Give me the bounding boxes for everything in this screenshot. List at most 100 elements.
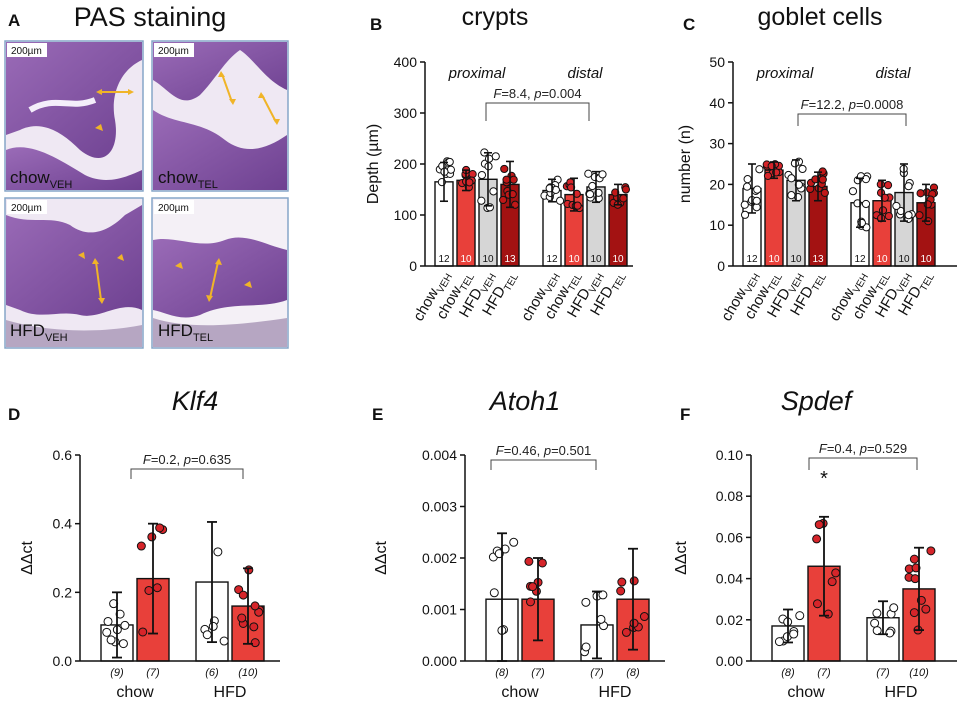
data-point bbox=[848, 187, 858, 196]
y-tick-label: 400 bbox=[394, 54, 418, 70]
panel-a-letter: A bbox=[8, 11, 20, 30]
group-label-distal: distal bbox=[567, 65, 603, 82]
data-point bbox=[763, 171, 773, 180]
data-point bbox=[904, 182, 913, 191]
data-point bbox=[798, 164, 807, 174]
data-point bbox=[484, 154, 494, 163]
data-point bbox=[740, 200, 749, 209]
y-tick-label: 0.4 bbox=[53, 516, 73, 532]
chart-panel-f: F Spdef 0.00 0.02 0.04 0.06 0.08 0.10 ΔΔct (8) (7)… bbox=[673, 386, 957, 701]
group-label-proximal: proximal bbox=[448, 65, 506, 82]
n-label: 10 bbox=[568, 254, 580, 265]
n-label: 10 bbox=[898, 254, 910, 265]
data-point bbox=[926, 546, 936, 556]
data-point bbox=[202, 630, 212, 640]
data-point bbox=[238, 590, 248, 600]
data-point bbox=[916, 189, 925, 198]
data-point bbox=[213, 547, 223, 557]
data-point bbox=[596, 614, 606, 624]
photo-hfd-tel-label: HFDTEL bbox=[158, 321, 213, 344]
photo-hfd-tel: 200µm HFDTEL bbox=[151, 197, 289, 349]
x-category-label: chow bbox=[116, 684, 154, 701]
n-label: 13 bbox=[812, 254, 824, 265]
chart-title: Atoh1 bbox=[488, 386, 561, 416]
n-label: (10) bbox=[238, 667, 258, 679]
data-point bbox=[237, 613, 247, 623]
stat-annotation: F=8.4, p=0.004 bbox=[493, 86, 581, 101]
n-label: 10 bbox=[460, 254, 472, 265]
data-point bbox=[120, 620, 130, 630]
data-point bbox=[477, 170, 487, 180]
stat-bracket bbox=[797, 113, 907, 126]
chart-title: crypts bbox=[462, 3, 529, 31]
photo-chow-tel: 200µm chowTEL bbox=[151, 40, 289, 192]
panel-letter: E bbox=[372, 405, 383, 424]
photo-chow-veh: 200µm chowVEH bbox=[4, 40, 144, 192]
n-label: (8) bbox=[781, 667, 795, 679]
data-point bbox=[499, 195, 508, 205]
data-point bbox=[250, 601, 260, 611]
data-point bbox=[814, 520, 824, 530]
data-point bbox=[880, 193, 889, 202]
panel-letter: B bbox=[370, 15, 382, 34]
y-tick-label: 0 bbox=[409, 258, 417, 274]
y-axis-label: ΔΔct bbox=[373, 541, 390, 575]
n-label: (7) bbox=[146, 667, 160, 679]
x-category-label: chow bbox=[501, 684, 539, 701]
n-label: 10 bbox=[790, 254, 802, 265]
n-label: (8) bbox=[626, 667, 640, 679]
n-label: 10 bbox=[876, 254, 888, 265]
photo-hfd-veh: 200µm HFDVEH bbox=[4, 197, 144, 349]
data-point bbox=[861, 199, 871, 209]
data-point bbox=[884, 211, 893, 221]
data-point bbox=[491, 152, 500, 161]
data-point bbox=[892, 201, 901, 211]
y-axis-label: ΔΔct bbox=[673, 541, 690, 575]
y-tick-label: 0.06 bbox=[716, 529, 743, 545]
data-point bbox=[872, 626, 882, 636]
panel-letter: F bbox=[680, 405, 690, 424]
y-tick-label: 30 bbox=[709, 136, 725, 152]
data-point bbox=[219, 636, 229, 646]
data-point bbox=[812, 534, 822, 544]
y-tick-label: 0.0 bbox=[53, 653, 73, 669]
data-point bbox=[598, 590, 608, 600]
y-axis-label: ΔΔct bbox=[19, 541, 36, 575]
y-tick-label: 200 bbox=[394, 156, 418, 172]
n-label: 10 bbox=[768, 254, 780, 265]
data-point bbox=[742, 182, 752, 191]
data-point bbox=[921, 604, 931, 614]
data-point bbox=[629, 618, 639, 628]
data-point bbox=[598, 170, 607, 179]
data-point bbox=[915, 211, 924, 220]
y-tick-label: 100 bbox=[394, 207, 418, 223]
n-label: 10 bbox=[590, 254, 602, 265]
y-tick-label: 0.6 bbox=[53, 447, 73, 463]
data-point bbox=[588, 181, 597, 191]
stat-bracket bbox=[485, 102, 590, 121]
stat-annotation: F=0.46, p=0.501 bbox=[496, 443, 591, 458]
data-point bbox=[753, 185, 762, 194]
data-point bbox=[790, 159, 800, 168]
data-point bbox=[818, 175, 827, 184]
panel-letter: C bbox=[683, 15, 695, 34]
y-tick-label: 0.10 bbox=[716, 447, 743, 463]
data-point bbox=[508, 190, 517, 199]
data-point bbox=[774, 637, 784, 647]
data-point bbox=[827, 577, 837, 587]
n-label: 10 bbox=[482, 254, 494, 265]
n-label: 12 bbox=[746, 254, 758, 265]
data-point bbox=[878, 206, 888, 215]
chart-title: goblet cells bbox=[757, 3, 882, 31]
n-label: (8) bbox=[495, 667, 509, 679]
data-point bbox=[136, 541, 146, 551]
data-point bbox=[831, 568, 841, 578]
data-point bbox=[885, 628, 895, 638]
n-label: 13 bbox=[504, 254, 516, 265]
photo-hfd-veh-scale: 200µm bbox=[11, 203, 42, 214]
data-point bbox=[910, 574, 920, 584]
data-point bbox=[524, 556, 534, 566]
data-point bbox=[489, 588, 499, 598]
y-tick-label: 0.003 bbox=[422, 499, 457, 515]
